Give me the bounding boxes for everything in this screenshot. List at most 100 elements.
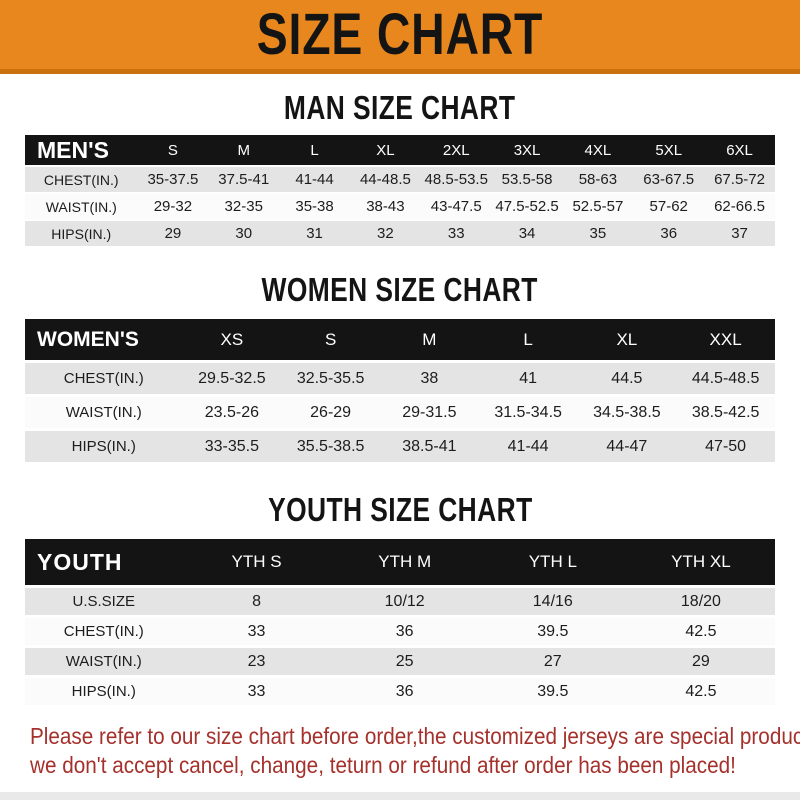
value-cell: 63-67.5 xyxy=(643,171,695,188)
row-label: WAIST(IN.) xyxy=(45,198,117,215)
size-column-header: S xyxy=(167,141,178,159)
value-cell: 38 xyxy=(420,369,439,387)
value-cell: 52.5-57 xyxy=(572,198,624,215)
value-cell: 32.5-35.5 xyxy=(296,369,365,387)
men-size-table: MEN'S S M L XL 2XL 3XL 4XL 5XL 6XL CHEST(IN.) 35-37… xyxy=(25,135,775,246)
size-column-header: XL xyxy=(376,141,395,159)
value-cell: 31 xyxy=(306,225,323,242)
value-cell: 57-62 xyxy=(649,198,688,215)
row-label: U.S.SIZE xyxy=(72,593,135,610)
section-men: MAN SIZE CHART MEN'S S M L XL 2XL 3XL 4XL 5XL 6XL… xyxy=(0,91,800,246)
size-column-header: 4XL xyxy=(584,141,612,159)
size-column-header: L xyxy=(523,329,533,349)
women-section-title: WOMEN SIZE CHART xyxy=(0,273,800,306)
size-column-header: L xyxy=(310,141,319,159)
value-cell: 29 xyxy=(692,652,710,670)
size-column-header: YTH S xyxy=(231,552,282,571)
value-cell: 42.5 xyxy=(685,622,717,640)
value-cell: 47.5-52.5 xyxy=(495,198,559,215)
value-cell: 35.5-38.5 xyxy=(296,437,365,455)
value-cell: 53.5-58 xyxy=(501,171,553,188)
row-label: CHEST(IN.) xyxy=(63,623,144,640)
value-cell: 39.5 xyxy=(537,682,569,700)
value-cell: 36 xyxy=(395,682,414,700)
size-chart-banner: SIZE CHART xyxy=(0,0,800,74)
value-cell: 67.5-72 xyxy=(714,171,765,188)
table-row: WAIST(IN.) 23 25 27 29 xyxy=(25,648,775,675)
value-cell: 14/16 xyxy=(532,592,573,610)
table-header-row: MEN'S S M L XL 2XL 3XL 4XL 5XL 6XL xyxy=(25,135,775,165)
value-cell: 31.5-34.5 xyxy=(494,403,562,421)
value-cell: 33 xyxy=(247,682,266,700)
women-size-table: WOMEN'S XS S M L XL XXL CHEST(IN.) 29.5-32.5 32.5… xyxy=(25,319,775,462)
table-row: U.S.SIZE 8 10/12 14/16 18/20 xyxy=(25,588,775,615)
value-cell: 44-48.5 xyxy=(359,171,411,188)
footer-strip xyxy=(0,792,800,800)
value-cell: 33-35.5 xyxy=(204,437,259,455)
size-column-header: XXL xyxy=(709,329,742,349)
value-cell: 58-63 xyxy=(578,171,618,188)
value-cell: 18/20 xyxy=(680,592,721,610)
value-cell: 34 xyxy=(518,225,536,242)
table-row: CHEST(IN.) 35-37.5 37.5-41 41-44 44-48.5 48.5… xyxy=(25,167,775,192)
value-cell: 29-32 xyxy=(153,198,193,215)
men-section-title: MAN SIZE CHART xyxy=(0,91,800,124)
size-column-header: XL xyxy=(616,329,638,349)
value-cell: 33 xyxy=(447,225,465,242)
value-cell: 30 xyxy=(235,225,253,242)
table-header-label: YOUTH xyxy=(37,548,123,575)
size-column-header: 6XL xyxy=(726,141,753,159)
men-section-title-text: MAN SIZE CHART xyxy=(284,89,516,126)
value-cell: 44.5 xyxy=(611,369,643,387)
value-cell: 38.5-42.5 xyxy=(691,403,760,421)
table-row: WAIST(IN.) 23.5-26 26-29 29-31.5 31.5-34.5 34… xyxy=(25,397,775,428)
value-cell: 23 xyxy=(247,652,266,670)
table-row: HIPS(IN.) 33 36 39.5 42.5 xyxy=(25,678,775,705)
section-women: WOMEN SIZE CHART WOMEN'S XS S M L XL XXL CHEST(… xyxy=(0,273,800,462)
row-label: CHEST(IN.) xyxy=(43,171,119,188)
row-label: HIPS(IN.) xyxy=(51,225,112,242)
disclaimer-line-1: Please refer to our size chart before or… xyxy=(30,723,800,749)
banner-title: SIZE CHART xyxy=(256,1,544,67)
value-cell: 33 xyxy=(247,622,266,640)
value-cell: 34.5-38.5 xyxy=(593,403,661,421)
section-youth: YOUTH SIZE CHART YOUTH YTH S YTH M YTH L YTH… xyxy=(0,493,800,705)
value-cell: 29.5-32.5 xyxy=(198,369,266,387)
table-row: HIPS(IN.) 33-35.5 35.5-38.5 38.5-41 41-44 44-… xyxy=(25,431,775,462)
table-row: CHEST(IN.) 33 36 39.5 42.5 xyxy=(25,618,775,645)
value-cell: 39.5 xyxy=(537,622,569,640)
value-cell: 10/12 xyxy=(384,592,425,610)
value-cell: 36 xyxy=(660,225,678,242)
table-header-label: WOMEN'S xyxy=(37,327,139,351)
row-label: HIPS(IN.) xyxy=(71,683,136,700)
table-header-row: WOMEN'S XS S M L XL XXL xyxy=(25,319,775,360)
value-cell: 29 xyxy=(164,225,182,242)
women-section-title-text: WOMEN SIZE CHART xyxy=(261,271,539,308)
value-cell: 44.5-48.5 xyxy=(691,369,760,387)
value-cell: 23.5-26 xyxy=(204,403,259,421)
value-cell: 25 xyxy=(395,652,414,670)
size-column-header: XS xyxy=(220,329,244,349)
value-cell: 41-44 xyxy=(507,437,549,455)
size-column-header: M xyxy=(422,329,437,349)
value-cell: 41 xyxy=(519,369,538,387)
value-cell: 47-50 xyxy=(705,437,747,455)
value-cell: 38.5-41 xyxy=(402,437,457,455)
value-cell: 32-35 xyxy=(224,198,263,215)
value-cell: 41-44 xyxy=(295,171,334,188)
size-column-header: 5XL xyxy=(655,141,683,159)
value-cell: 29-31.5 xyxy=(402,403,457,421)
value-cell: 38-43 xyxy=(366,198,405,215)
value-cell: 37.5-41 xyxy=(218,171,270,188)
size-column-header: 2XL xyxy=(442,141,470,159)
table-row: CHEST(IN.) 29.5-32.5 32.5-35.5 38 41 44.5 44.5… xyxy=(25,363,775,394)
youth-section-title: YOUTH SIZE CHART xyxy=(0,493,800,526)
size-column-header: 3XL xyxy=(513,141,541,159)
row-label: CHEST(IN.) xyxy=(63,370,144,387)
row-label: WAIST(IN.) xyxy=(65,653,142,670)
size-column-header: YTH XL xyxy=(671,552,731,571)
value-cell: 35-38 xyxy=(295,198,334,215)
row-label: HIPS(IN.) xyxy=(71,438,136,455)
value-cell: 36 xyxy=(395,622,414,640)
table-header-label: MEN'S xyxy=(37,136,109,163)
